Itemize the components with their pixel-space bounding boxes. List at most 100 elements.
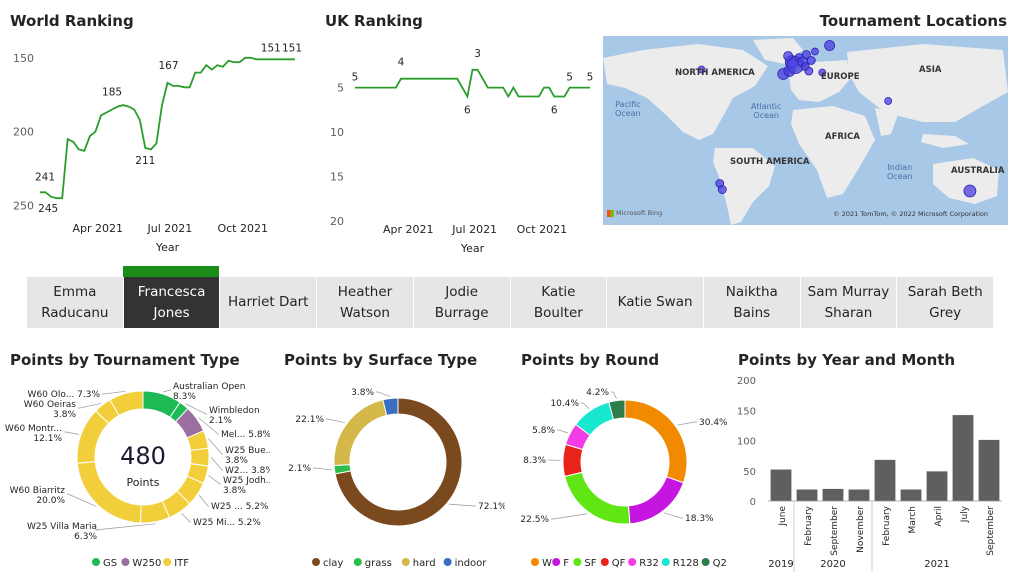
player-tile-heather-watson[interactable]: Heather Watson [317, 277, 414, 328]
legend-marker [92, 558, 100, 566]
leader-line [448, 503, 476, 507]
location-bubble [811, 47, 819, 56]
leader-line [78, 402, 102, 409]
legend-marker [353, 558, 362, 566]
x-tick-label: Apr 2021 [383, 223, 434, 236]
donut-slice [334, 397, 463, 527]
player-tile-katie-swan[interactable]: Katie Swan [607, 277, 704, 328]
bar [952, 415, 974, 501]
legend-label: hard [413, 558, 436, 569]
leader-line [611, 391, 617, 399]
y-tick-label: 50 [743, 467, 756, 478]
map-base [603, 38, 1008, 225]
leader-line [198, 417, 219, 435]
year-month-title: Points by Year and Month [738, 351, 956, 369]
data-label: 167 [158, 60, 178, 72]
y-tick-label: 150 [737, 406, 756, 417]
data-label: 241 [35, 171, 55, 183]
player-tile-jodie-burrage[interactable]: Jodie Burrage [413, 277, 511, 328]
bar [926, 471, 948, 501]
landmass-australia [933, 158, 999, 204]
location-bubble [963, 184, 977, 198]
x-axis-title: Year [155, 241, 180, 254]
leader-line [208, 475, 221, 485]
bar [900, 489, 922, 501]
data-label: 3 [474, 48, 481, 60]
uk-ranking-chart: 5 10 15 20 Apr 2021 Jul 2021 Oct 2021 Year 5 4 6 3 6… [330, 48, 593, 255]
leader-line [181, 512, 191, 523]
bar [770, 469, 792, 501]
data-label: 6 [551, 105, 558, 117]
landmass-north-america [603, 44, 768, 140]
y-tick-label: 5 [337, 82, 344, 95]
slice-label: 5.8% [532, 426, 555, 436]
donut-slice [109, 390, 144, 417]
bar [796, 489, 818, 501]
ranking-line [355, 68, 590, 100]
leader-line [677, 421, 697, 426]
y-tick-label: 100 [737, 437, 756, 448]
uk-ranking-title: UK Ranking [325, 12, 423, 30]
map-title: Tournament Locations [819, 12, 1007, 30]
legend-marker [163, 558, 172, 566]
data-label: 5 [566, 72, 573, 84]
leader-line [208, 438, 223, 455]
leader-line [94, 523, 156, 531]
player-tile-katie-boulter[interactable]: Katie Boulter [510, 277, 608, 328]
legend-marker [312, 558, 320, 566]
player-tile-francesca-jones[interactable]: Francesca Jones [123, 277, 221, 328]
location-bubble [806, 56, 816, 65]
player-tile-sam-murray-sharan[interactable]: Sam Murray Sharan [800, 277, 898, 328]
map-points-layer [697, 40, 977, 198]
donut-slice [76, 461, 142, 524]
bar [822, 488, 844, 501]
player-slicer: Emma Raducanu Francesca Jones Harriet Dart… [27, 277, 994, 328]
slice-label: 30.4% [699, 418, 728, 428]
slice-label: W25 Bue... 3.8% [225, 446, 270, 466]
tournament-map[interactable]: NORTH AMERICA EUROPE ASIA Pacific Ocean A… [603, 36, 1008, 225]
x-tick-label: November [856, 506, 866, 553]
landmass-indonesia [921, 134, 969, 148]
legend-marker [531, 558, 539, 566]
location-bubble [818, 68, 827, 77]
legend-marker [121, 558, 130, 566]
leader-line [67, 493, 97, 507]
landmass-africa [791, 106, 875, 198]
slice-label: W25 Mi... 5.2% [193, 518, 261, 528]
leader-line [326, 418, 346, 423]
x-tick-label: February [882, 505, 892, 546]
legend-label: R32 [639, 558, 659, 569]
player-tile-sarah-beth-grey[interactable]: Sarah Beth Grey [897, 277, 994, 328]
location-bubble [697, 65, 706, 74]
leader-line [557, 429, 569, 434]
player-tile-emma-raducanu[interactable]: Emma Raducanu [27, 277, 124, 328]
slice-label: W25 Villa Maria 6.3% [27, 522, 97, 542]
legend-marker [573, 558, 582, 566]
landmass-india [875, 108, 899, 136]
player-tile-harriet-dart[interactable]: Harriet Dart [220, 277, 318, 328]
leader-line [198, 495, 209, 507]
data-label: 6 [464, 105, 471, 117]
location-bubble [884, 97, 893, 105]
slice-label: 18.3% [685, 514, 714, 524]
x-tick-label: September [830, 506, 840, 556]
microsoft-logo-icon [607, 209, 614, 217]
slice-label: W60 Oeiras 3.8% [24, 400, 77, 420]
map-copyright: © 2021 TomTom, © 2022 Microsoft Corporat… [833, 210, 988, 218]
map-label-south-america: SOUTH AMERICA [730, 157, 810, 167]
tournament-type-title: Points by Tournament Type [10, 351, 240, 369]
x-tick-label: March [908, 506, 918, 533]
legend-marker [600, 558, 609, 566]
slice-label: Australian Open 8.3% [173, 382, 245, 402]
leader-line [551, 513, 588, 520]
ranking-line [40, 56, 295, 200]
slice-label: Wimbledon 2.1% [209, 406, 260, 426]
leader-line [64, 431, 79, 435]
legend-label: indoor [455, 558, 488, 569]
player-tile-naiktha-bains[interactable]: Naiktha Bains [703, 277, 801, 328]
donut-slice [333, 399, 388, 467]
donut-slice [608, 399, 626, 421]
legend-label: ITF [174, 558, 189, 569]
year-month-bar-chart: 0 50 100 150 200 June February September Novembe… [737, 376, 1002, 572]
y-tick-label: 200 [13, 126, 34, 139]
